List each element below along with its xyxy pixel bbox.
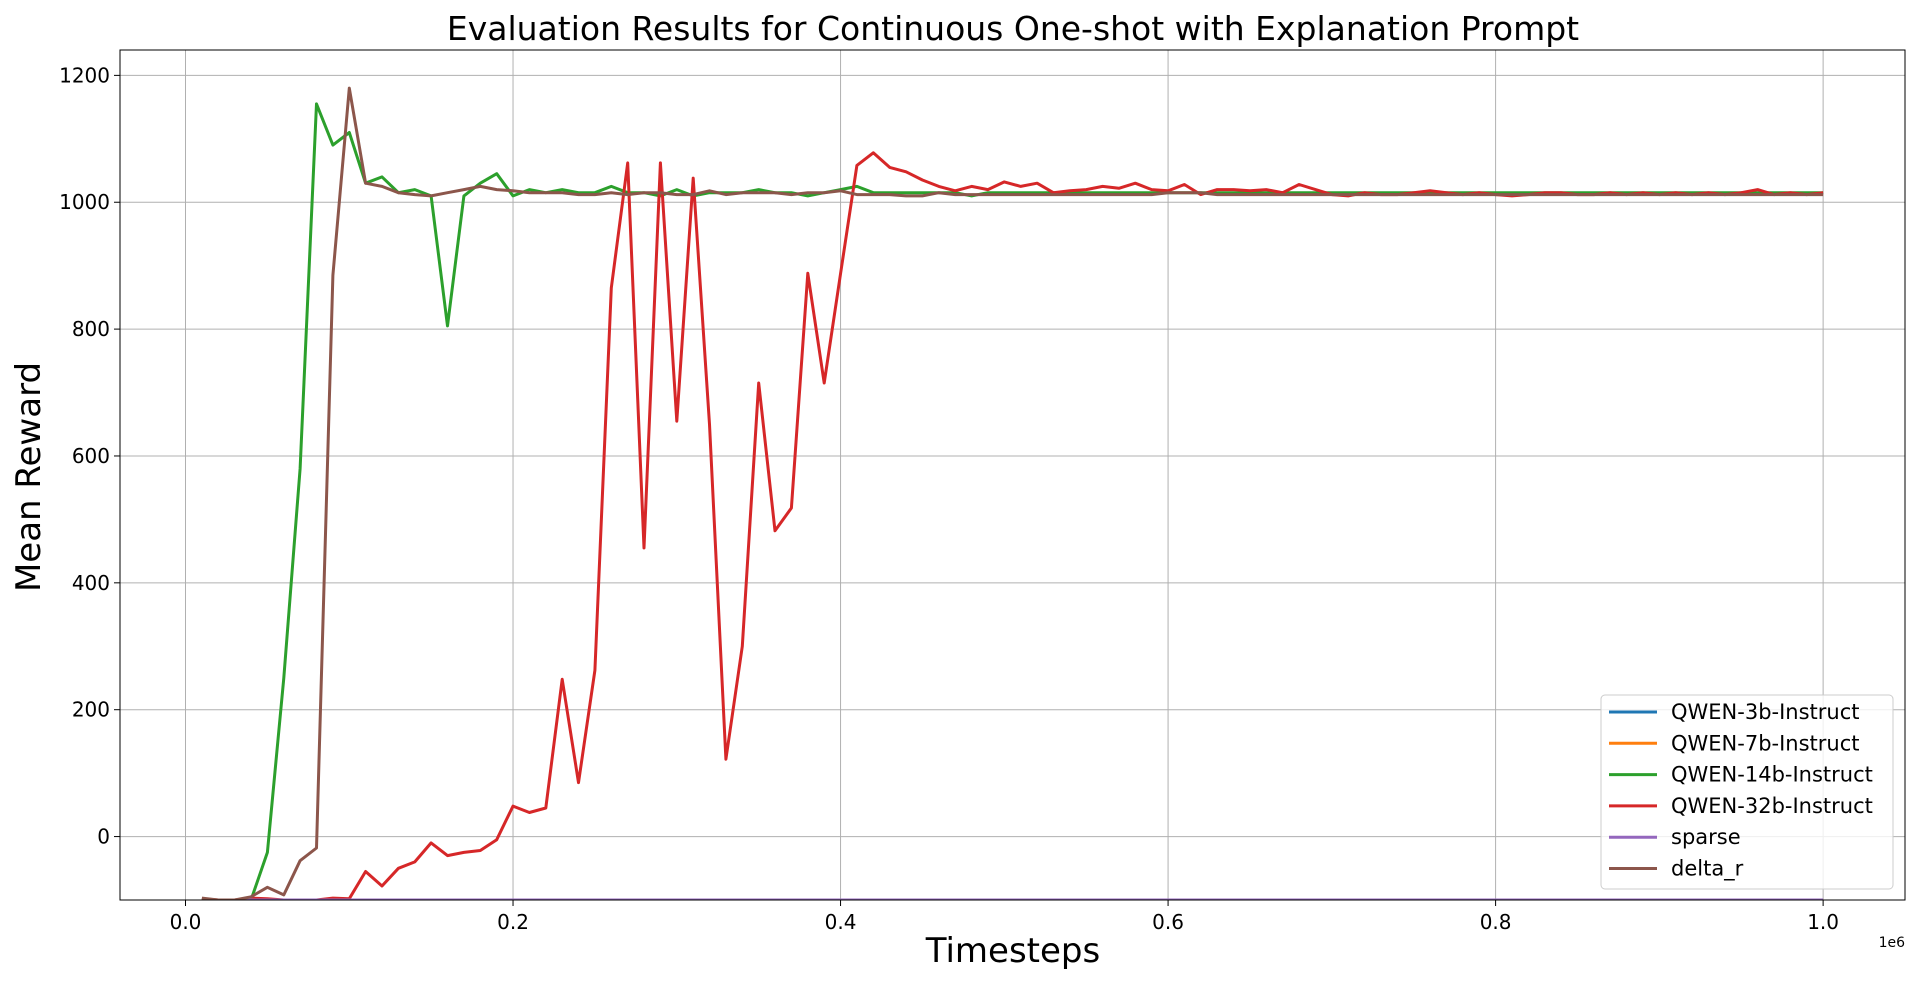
y-tick-label: 400 [72,571,110,595]
legend-label: sparse [1671,825,1741,849]
series-line-qwen-32b-instruct [201,151,1824,900]
x-tick-label: 0.8 [1480,910,1512,934]
legend-label: QWEN-7b-Instruct [1671,731,1860,755]
plot-frame [119,49,1906,901]
x-tick-label: 0.4 [825,910,857,934]
x-axis-offset-label: 1e6 [1879,935,1906,951]
x-tick-label: 0.0 [170,910,202,934]
y-tick-label: 0 [97,825,110,849]
x-tick-label: 0.6 [1152,910,1184,934]
axis-ticks: 0.0 0.2 0.4 0.6 0.8 1.0 0 200 400 600 800 1000 1200 [59,63,1839,934]
y-tick-label: 200 [72,698,110,722]
x-tick-label: 0.2 [497,910,529,934]
legend-label: QWEN-32b-Instruct [1671,794,1873,818]
legend-label: delta_r [1671,857,1744,882]
x-tick-label: 1.0 [1807,910,1839,934]
legend: QWEN-3b-Instruct QWEN-7b-Instruct QWEN-14b… [1600,694,1894,890]
chart-title: Evaluation Results for Continuous One-sh… [447,9,1579,48]
grid [120,50,1905,900]
series-lines [201,86,1824,900]
y-tick-label: 1200 [59,63,110,87]
y-tick-label: 600 [72,444,110,468]
legend-label: QWEN-14b-Instruct [1671,763,1873,787]
x-axis-title: Timesteps [925,931,1100,971]
y-axis-title: Mean Reward [9,362,49,592]
legend-label: QWEN-3b-Instruct [1671,700,1860,724]
y-tick-label: 800 [72,317,110,341]
legend-box [1600,694,1894,890]
y-tick-label: 1000 [59,190,110,214]
series-line-delta-r [201,86,1824,900]
series-line-qwen-14b-instruct [201,102,1824,900]
